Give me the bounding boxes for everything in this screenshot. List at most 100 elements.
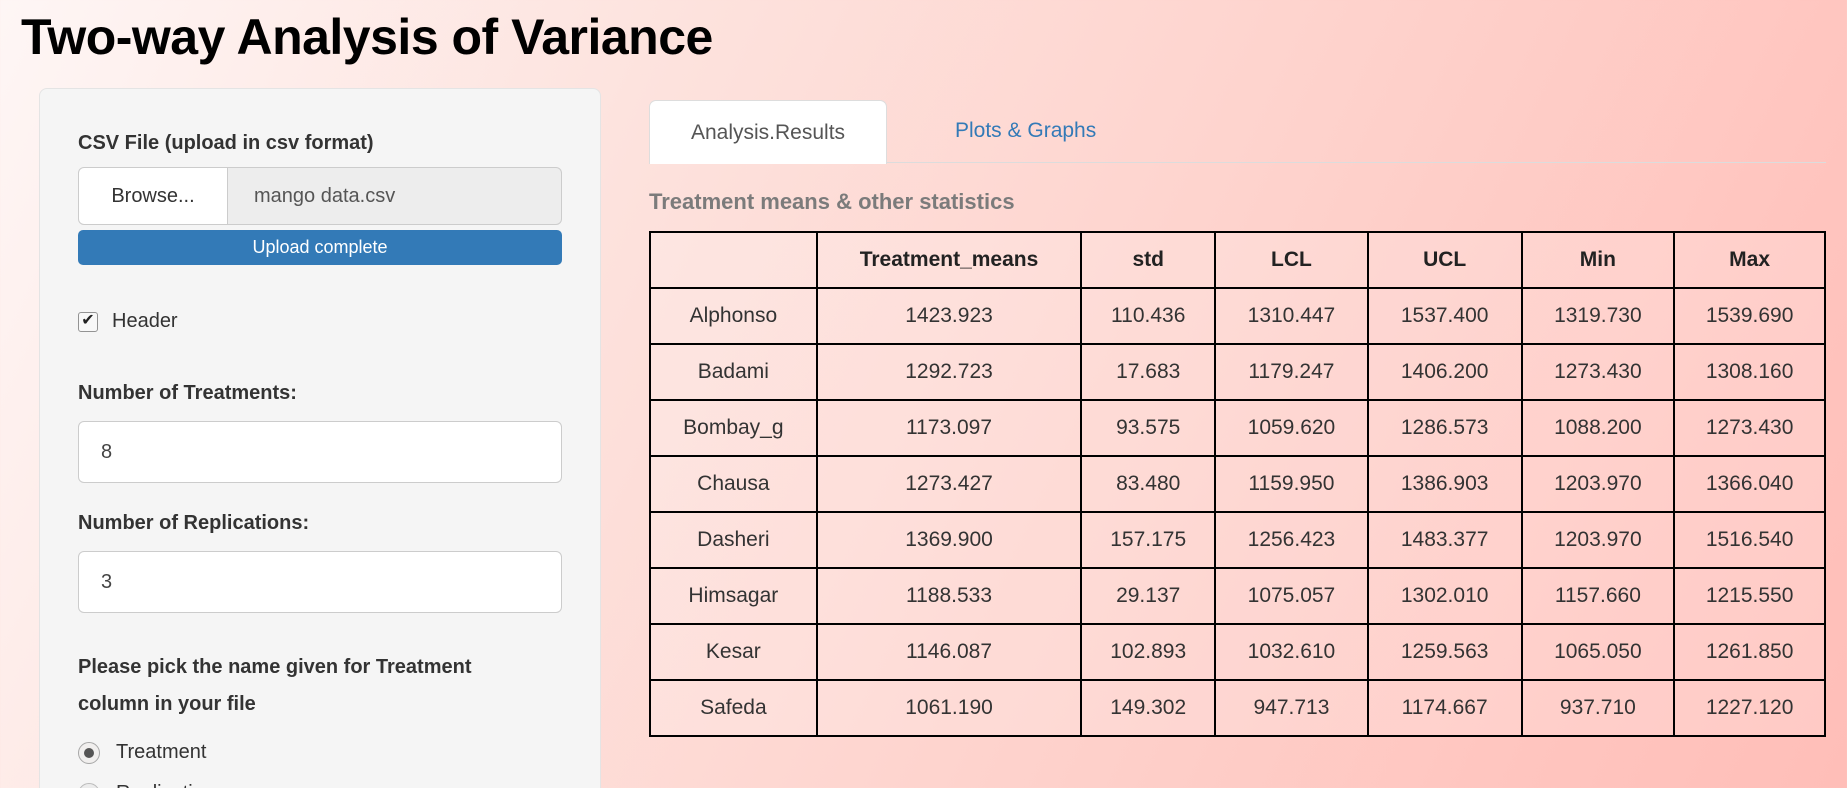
table-cell: 1259.563 xyxy=(1366,623,1523,681)
radio-option-label: Replication xyxy=(116,782,215,788)
row-label: Alphonso xyxy=(649,287,818,345)
table-row: Bombay_g 1173.097 93.575 1059.620 1286.573 10… xyxy=(649,399,1826,457)
file-name-field: mango data.csv xyxy=(228,167,562,225)
tab-bar: Analysis.Results Plots & Graphs xyxy=(649,100,1826,164)
table-row: Chausa 1273.427 83.480 1159.950 1386.903 1203… xyxy=(649,455,1826,513)
table-cell: 102.893 xyxy=(1080,623,1217,681)
row-label: Badami xyxy=(649,343,818,401)
row-label: Dasheri xyxy=(649,511,818,569)
table-cell: 1273.427 xyxy=(815,455,1083,513)
radio-option-label: Treatment xyxy=(116,741,207,763)
main-panel: Analysis.Results Plots & Graphs Treatment… xyxy=(649,100,1826,737)
radio-option-treatment[interactable]: Treatment xyxy=(78,741,562,764)
table-header-row: Treatment_means std LCL UCL Min Max xyxy=(649,231,1826,289)
radio-group: Treatment Replication xyxy=(78,741,562,788)
table-cell: 1157.660 xyxy=(1520,567,1676,625)
column-header: Min xyxy=(1520,231,1676,289)
table-cell: 1173.097 xyxy=(815,399,1083,457)
row-label: Kesar xyxy=(649,623,818,681)
table-cell: 1215.550 xyxy=(1673,567,1826,625)
table-row: Safeda 1061.190 149.302 947.713 1174.667 937.… xyxy=(649,679,1826,737)
table-cell: 1483.377 xyxy=(1366,511,1523,569)
table-cell: 1539.690 xyxy=(1673,287,1826,345)
table-cell: 1088.200 xyxy=(1520,399,1676,457)
replications-label: Number of Replications: xyxy=(78,512,310,534)
table-cell: 1537.400 xyxy=(1366,287,1523,345)
table-cell: 1075.057 xyxy=(1214,567,1369,625)
table-row: Himsagar 1188.533 29.137 1075.057 1302.010 11… xyxy=(649,567,1826,625)
table-cell: 83.480 xyxy=(1080,455,1217,513)
header-checkbox-row[interactable]: ✔ Header xyxy=(78,310,562,333)
column-header: Treatment_means xyxy=(815,231,1083,289)
table-cell: 1423.923 xyxy=(815,287,1083,345)
table-row: Kesar 1146.087 102.893 1032.610 1259.563 1065… xyxy=(649,623,1826,681)
file-upload-group: Browse... mango data.csv xyxy=(78,167,562,225)
replications-input[interactable] xyxy=(78,551,562,613)
table-cell: 1273.430 xyxy=(1520,343,1676,401)
table-cell: 1286.573 xyxy=(1366,399,1523,457)
table-cell: 1302.010 xyxy=(1366,567,1523,625)
table-cell: 1065.050 xyxy=(1520,623,1676,681)
table-cell: 1203.970 xyxy=(1520,455,1676,513)
table-cell: 1159.950 xyxy=(1214,455,1369,513)
table-cell: 1174.667 xyxy=(1366,679,1523,737)
radio-option-replication[interactable]: Replication xyxy=(78,782,562,788)
table-cell: 1292.723 xyxy=(815,343,1083,401)
tab-plots-graphs[interactable]: Plots & Graphs xyxy=(955,119,1097,142)
row-label: Bombay_g xyxy=(649,399,818,457)
table-cell: 1516.540 xyxy=(1673,511,1826,569)
table-cell: 1227.120 xyxy=(1673,679,1826,737)
table-cell: 1386.903 xyxy=(1366,455,1523,513)
table-cell: 17.683 xyxy=(1080,343,1217,401)
radio-selected-icon[interactable] xyxy=(78,741,100,764)
page-title: Two-way Analysis of Variance xyxy=(21,9,713,65)
treatments-label: Number of Treatments: xyxy=(78,382,297,404)
column-header xyxy=(649,231,818,289)
table-cell: 1308.160 xyxy=(1673,343,1826,401)
table-cell: 1032.610 xyxy=(1214,623,1369,681)
radio-dot xyxy=(84,747,94,758)
table-cell: 1273.430 xyxy=(1673,399,1826,457)
header-checkbox[interactable]: ✔ xyxy=(78,311,98,332)
table-row: Badami 1292.723 17.683 1179.247 1406.200 1273… xyxy=(649,343,1826,401)
table-cell: 1406.200 xyxy=(1366,343,1523,401)
column-header: LCL xyxy=(1214,231,1369,289)
table-cell: 947.713 xyxy=(1214,679,1369,737)
table-cell: 1366.040 xyxy=(1673,455,1826,513)
table-cell: 1188.533 xyxy=(815,567,1083,625)
table-cell: 1256.423 xyxy=(1214,511,1369,569)
table-cell: 29.137 xyxy=(1080,567,1217,625)
browse-button[interactable]: Browse... xyxy=(78,167,228,225)
table-cell: 1369.900 xyxy=(815,511,1083,569)
table-cell: 149.302 xyxy=(1080,679,1217,737)
table-cell: 110.436 xyxy=(1080,287,1217,345)
table-row: Dasheri 1369.900 157.175 1256.423 1483.377 12… xyxy=(649,511,1826,569)
table-cell: 1261.850 xyxy=(1673,623,1826,681)
table-cell: 1146.087 xyxy=(815,623,1083,681)
row-label: Himsagar xyxy=(649,567,818,625)
table-cell: 1319.730 xyxy=(1520,287,1676,345)
table-cell: 1059.620 xyxy=(1214,399,1369,457)
column-header: std xyxy=(1080,231,1217,289)
table-cell: 1061.190 xyxy=(815,679,1083,737)
table-cell: 937.710 xyxy=(1520,679,1676,737)
table-cell: 1203.970 xyxy=(1520,511,1676,569)
table-cell: 93.575 xyxy=(1080,399,1217,457)
row-label: Chausa xyxy=(649,455,818,513)
upload-status-text: Upload complete xyxy=(252,237,388,257)
checkmark-icon: ✔ xyxy=(81,311,95,329)
row-label: Safeda xyxy=(649,679,818,737)
sidebar-panel: CSV File (upload in csv format) Browse..… xyxy=(39,88,601,788)
tab-analysis-results[interactable]: Analysis.Results xyxy=(649,100,887,164)
stats-table: Treatment_means std LCL UCL Min Max Alphonso 14… xyxy=(649,231,1826,737)
section-heading: Treatment means & other statistics xyxy=(649,189,1015,214)
treatments-input[interactable] xyxy=(78,421,562,483)
header-checkbox-label: Header xyxy=(112,310,178,332)
radio-group-label: Please pick the name given for Treatment… xyxy=(78,656,472,715)
table-row: Alphonso 1423.923 110.436 1310.447 1537.400 1… xyxy=(649,287,1826,345)
table-cell: 1179.247 xyxy=(1214,343,1369,401)
column-header: Max xyxy=(1673,231,1826,289)
table-cell: 1310.447 xyxy=(1214,287,1369,345)
upload-progress-bar: Upload complete xyxy=(78,230,562,265)
radio-unselected-icon[interactable] xyxy=(78,782,100,788)
